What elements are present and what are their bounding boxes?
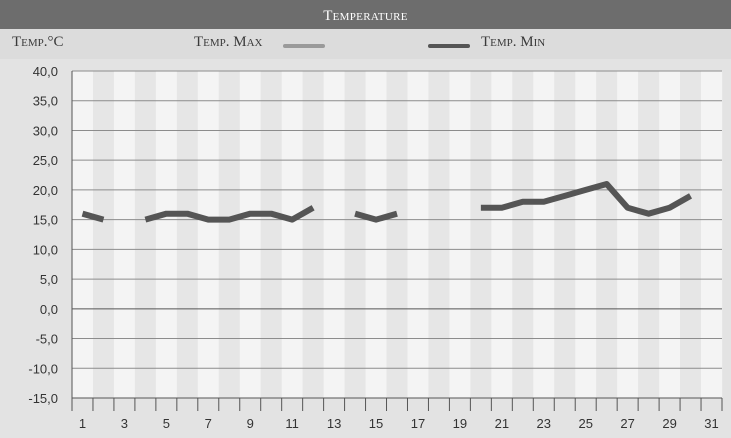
day-stripe xyxy=(575,71,596,398)
day-stripe xyxy=(303,71,324,398)
x-tick-label: 29 xyxy=(662,416,676,431)
y-tick-label: 20,0 xyxy=(33,183,58,198)
y-tick-label: -5,0 xyxy=(36,332,58,347)
day-stripe xyxy=(680,71,701,398)
day-stripe xyxy=(387,71,408,398)
x-tick-label: 9 xyxy=(247,416,254,431)
day-stripe xyxy=(659,71,680,398)
y-tick-label: 30,0 xyxy=(33,123,58,138)
y-tick-label: -10,0 xyxy=(28,361,58,376)
x-tick-label: 7 xyxy=(205,416,212,431)
x-tick-label: 5 xyxy=(163,416,170,431)
day-stripe xyxy=(345,71,366,398)
day-stripe xyxy=(470,71,491,398)
day-stripe xyxy=(428,71,449,398)
y-axis-label: Temp.°C xyxy=(12,34,64,51)
day-stripe xyxy=(282,71,303,398)
legend: Temp.°C Temp. Max Temp. Min xyxy=(0,29,731,59)
x-tick-label: 19 xyxy=(453,416,467,431)
day-stripe xyxy=(701,71,722,398)
day-stripe xyxy=(512,71,533,398)
day-stripe xyxy=(449,71,470,398)
y-tick-label: 15,0 xyxy=(33,213,58,228)
x-tick-label: 15 xyxy=(369,416,383,431)
day-stripe xyxy=(156,71,177,398)
day-stripe xyxy=(261,71,282,398)
day-stripe xyxy=(135,71,156,398)
day-stripe xyxy=(638,71,659,398)
y-tick-label: 10,0 xyxy=(33,242,58,257)
x-tick-label: 3 xyxy=(121,416,128,431)
y-tick-label: 5,0 xyxy=(40,272,58,287)
x-tick-label: 21 xyxy=(495,416,509,431)
x-tick-label: 27 xyxy=(620,416,634,431)
legend-swatch-temp-min xyxy=(428,44,470,48)
day-stripe xyxy=(324,71,345,398)
legend-swatch-temp-max xyxy=(283,44,325,48)
day-stripe xyxy=(533,71,554,398)
day-stripe xyxy=(491,71,512,398)
day-stripe xyxy=(240,71,261,398)
y-tick-label: 0,0 xyxy=(40,302,58,317)
x-tick-label: 17 xyxy=(411,416,425,431)
y-tick-label: 25,0 xyxy=(33,153,58,168)
legend-label-temp-min: Temp. Min xyxy=(481,34,545,51)
day-stripe xyxy=(177,71,198,398)
day-stripe xyxy=(596,71,617,398)
y-tick-label: 40,0 xyxy=(33,64,58,79)
day-stripe xyxy=(554,71,575,398)
day-stripe xyxy=(407,71,428,398)
day-stripe xyxy=(198,71,219,398)
x-tick-label: 31 xyxy=(704,416,718,431)
x-tick-label: 13 xyxy=(327,416,341,431)
day-stripe xyxy=(617,71,638,398)
x-tick-label: 25 xyxy=(578,416,592,431)
chart-title: Temperature xyxy=(0,0,731,29)
x-tick-label: 11 xyxy=(285,416,299,431)
day-stripe xyxy=(114,71,135,398)
day-stripe xyxy=(219,71,240,398)
x-tick-label: 1 xyxy=(79,416,86,431)
y-tick-label: -15,0 xyxy=(28,391,58,406)
legend-label-temp-max: Temp. Max xyxy=(194,34,263,51)
y-tick-label: 35,0 xyxy=(33,94,58,109)
plot-area: 40,0 35,0 30,0 25,0 20,0 15,0 10,0 5,0 0,0 -5,0 -1… xyxy=(0,59,731,438)
x-tick-label: 23 xyxy=(537,416,551,431)
day-stripe xyxy=(72,71,93,398)
day-stripe xyxy=(366,71,387,398)
day-stripe xyxy=(93,71,114,398)
